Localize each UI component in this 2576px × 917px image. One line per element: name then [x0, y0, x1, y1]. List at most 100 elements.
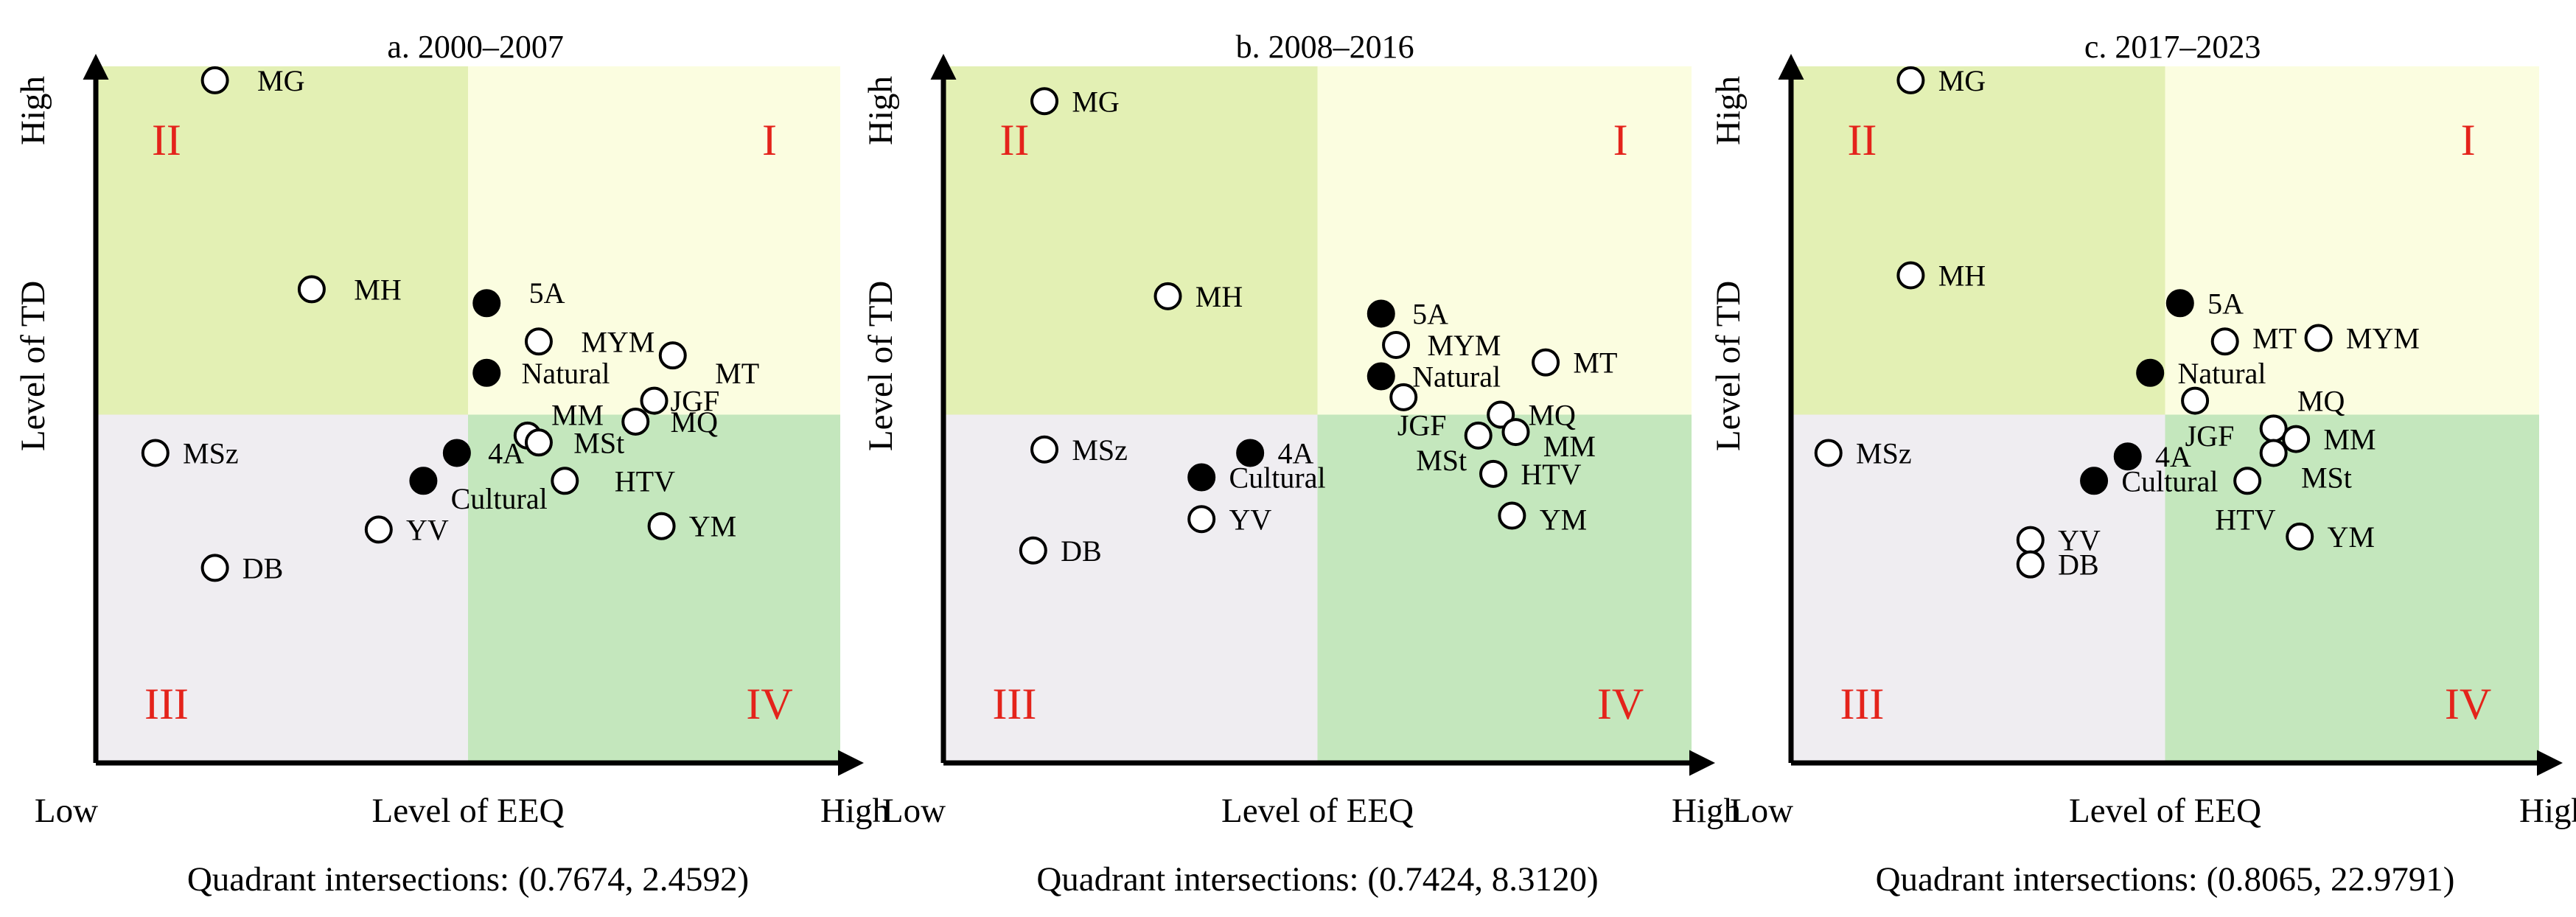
point-label-msz: MSz: [1072, 433, 1128, 467]
scatter-point-ym: [1498, 501, 1526, 530]
point-label-5a: 5A: [1412, 297, 1448, 330]
scatter-point-mym: [1382, 331, 1411, 359]
scatter-point-4a: [442, 439, 471, 467]
point-label-cultural: Cultural: [451, 482, 548, 515]
y-axis-title: Level of TD: [1709, 281, 1748, 451]
quadrant-ii-bg: [96, 66, 468, 415]
y-axis-high-label: High: [1709, 76, 1748, 145]
point-label-htv: HTV: [1521, 458, 1581, 491]
scatter-point-mg: [1030, 87, 1059, 116]
point-label-htv: HTV: [615, 464, 675, 498]
quadrant-label-ii: II: [999, 116, 1029, 164]
point-label-mh: MH: [354, 273, 401, 306]
quadrant-label-iv: IV: [746, 680, 792, 728]
point-label-db: DB: [1061, 534, 1102, 568]
point-label-4a: 4A: [2155, 440, 2191, 473]
point-label-ym: YM: [1540, 503, 1587, 536]
quadrant-ii-bg: [1791, 66, 2165, 415]
point-label-mt: MT: [715, 357, 759, 390]
scatter-point-mst: [1464, 421, 1493, 450]
point-label-mh: MH: [1938, 259, 1986, 293]
quadrant-label-i: I: [1613, 116, 1628, 164]
quadrant-label-iii: III: [144, 680, 189, 728]
scatter-point-cultural: [1187, 463, 1216, 492]
quadrant-i-bg: [1317, 66, 1692, 415]
x-axis-high-label: High: [1672, 792, 1741, 830]
scatter-point-mh: [297, 275, 326, 304]
point-label-natural: Natural: [522, 357, 610, 390]
scatter-point-db: [200, 554, 229, 582]
x-axis-low-label: Low: [1730, 792, 1793, 830]
scatter-point-msz: [141, 439, 170, 467]
y-axis-high-label: High: [862, 76, 900, 145]
point-label-jgf: JGF: [671, 385, 720, 418]
scatter-point-cultural: [409, 467, 438, 495]
x-axis-title: Level of EEQ: [2069, 792, 2261, 830]
point-label-mq: MQ: [671, 405, 719, 439]
scatter-point-yv: [2016, 526, 2045, 554]
scatter-point-htv: [2233, 467, 2262, 495]
quadrant-label-iv: IV: [1597, 680, 1644, 728]
point-label-mt: MT: [2252, 322, 2297, 355]
x-axis-low-label: Low: [882, 792, 946, 830]
point-label-natural: Natural: [1412, 360, 1501, 394]
x-axis-high-label: High: [2519, 792, 2576, 830]
y-axis-title: Level of TD: [862, 281, 900, 451]
point-label-4a: 4A: [1277, 436, 1313, 470]
scatter-point-ym: [2286, 522, 2314, 551]
y-axis-high-label: High: [14, 76, 52, 145]
scatter-point-5a: [1366, 299, 1395, 328]
point-label-yv: YV: [1229, 503, 1271, 536]
quadrant-i-bg: [2165, 66, 2539, 415]
scatter-point-natural: [2136, 358, 2165, 387]
scatter-point-yv: [364, 515, 393, 544]
scatter-point-yv: [1187, 505, 1216, 534]
point-label-cultural: Cultural: [1229, 461, 1325, 495]
scatter-point-natural: [472, 358, 501, 387]
point-label-msz: MSz: [183, 436, 239, 470]
scatter-point-htv: [551, 467, 579, 495]
point-label-msz: MSz: [1856, 436, 1912, 470]
point-label-cultural: Cultural: [2121, 464, 2218, 498]
point-label-yv: YV: [406, 513, 449, 546]
point-label-yv: YV: [2058, 524, 2101, 557]
point-label-htv: HTV: [2215, 503, 2275, 536]
scatter-point-mm: [2282, 425, 2311, 453]
quadrant-iii-bg: [943, 414, 1318, 763]
point-label-natural: Natural: [2178, 357, 2266, 390]
quadrant-intersections-caption: Quadrant intersections: (0.7674, 2.4592): [187, 860, 749, 899]
quadrant-i-bg: [468, 66, 840, 415]
scatter-point-mq: [621, 407, 650, 436]
scatter-point-cultural: [2080, 467, 2109, 495]
scatter-point-mq: [1487, 400, 1515, 429]
x-axis-high-label: High: [820, 792, 890, 830]
point-label-db: DB: [2058, 548, 2099, 582]
x-axis-title: Level of EEQ: [371, 792, 564, 830]
point-label-mm: MM: [551, 399, 604, 432]
point-label-mm: MM: [1543, 430, 1596, 463]
point-label-mm: MM: [2323, 423, 2376, 456]
quadrant-intersections-caption: Quadrant intersections: (0.7424, 8.3120): [1036, 860, 1598, 899]
scatter-point-mh: [1153, 282, 1182, 310]
chart-title: b. 2008–2016: [1236, 29, 1414, 65]
quadrant-label-ii: II: [1847, 116, 1877, 164]
point-label-mt: MT: [1573, 346, 1617, 380]
scatter-point-mt: [2210, 327, 2239, 356]
scatter-point-natural: [1366, 362, 1395, 391]
scatter-point-jgf: [1389, 383, 1418, 411]
scatter-point-ym: [647, 512, 676, 540]
scatter-point-jgf: [640, 386, 669, 415]
scatter-point-4a: [1236, 439, 1265, 467]
scatter-point-mg: [1896, 66, 1925, 94]
scatter-point-db: [2016, 550, 2045, 579]
scatter-point-htv: [1479, 459, 1508, 488]
point-label-mg: MG: [257, 64, 304, 97]
point-label-5a: 5A: [529, 276, 565, 310]
point-label-mq: MQ: [1528, 399, 1576, 432]
scatter-point-mh: [1896, 261, 1925, 290]
chart-title: c. 2017–2023: [2084, 29, 2261, 65]
